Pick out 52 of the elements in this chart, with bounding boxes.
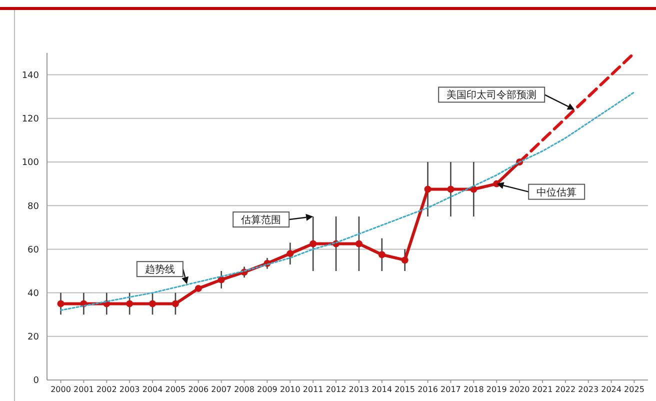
x-tick-label: 2006: [188, 385, 209, 394]
x-tick-label: 2000: [50, 385, 71, 394]
point: [172, 300, 179, 308]
x-tick-label: 2016: [418, 385, 438, 394]
point: [401, 256, 408, 264]
y-tick-label: 40: [28, 288, 40, 299]
point: [424, 186, 432, 193]
annotation: 中位估算: [536, 186, 577, 198]
x-tick-label: 2003: [119, 385, 140, 394]
x-tick-label: 2001: [74, 385, 94, 394]
x-tick-label: 2011: [302, 385, 324, 394]
annotation: 估算范围: [241, 214, 282, 226]
y-tick-label: 0: [33, 376, 40, 386]
x-tick-label: 2004: [142, 385, 163, 394]
x-tick-label: 2021: [532, 385, 553, 394]
y-tick-label: 80: [28, 202, 40, 212]
point: [378, 251, 386, 258]
annotation: 美国印太司令部预测: [446, 89, 537, 102]
y-tick-label: 100: [22, 158, 40, 168]
point: [447, 186, 454, 193]
x-tick-label: 2022: [555, 385, 576, 394]
x-tick-label: 2014: [372, 385, 392, 394]
x-tick-label: 2019: [486, 385, 507, 394]
x-tick-label: 2020: [509, 385, 530, 394]
x-tick-label: 2017: [440, 385, 461, 394]
point: [194, 284, 202, 292]
x-tick-label: 2009: [257, 385, 278, 394]
y-tick-label: 20: [28, 332, 40, 343]
y-tick-label: 60: [28, 245, 40, 256]
x-tick-label: 2005: [165, 385, 186, 394]
point: [355, 240, 362, 248]
x-tick-label: 2024: [601, 385, 622, 394]
point: [218, 276, 225, 284]
x-tick-label: 2002: [96, 385, 117, 394]
annotation: 趋势线: [144, 264, 175, 276]
x-tick-label: 2015: [394, 385, 416, 394]
x-tick-label: 2025: [624, 385, 644, 394]
x-tick-label: 2012: [326, 385, 346, 394]
x-tick-label: 2018: [463, 385, 484, 394]
point: [126, 300, 134, 308]
point: [149, 300, 156, 308]
y-tick-label: 140: [22, 70, 40, 81]
x-tick-label: 2023: [578, 385, 599, 394]
x-tick-label: 2013: [348, 385, 370, 394]
y-tick-label: 120: [22, 114, 40, 125]
point: [286, 250, 294, 258]
point: [310, 240, 317, 248]
x-tick-label: 2007: [211, 385, 232, 394]
x-tick-label: 2010: [280, 385, 300, 394]
line-series: [60, 91, 635, 311]
x-tick-label: 2008: [234, 385, 254, 394]
point: [57, 300, 64, 308]
